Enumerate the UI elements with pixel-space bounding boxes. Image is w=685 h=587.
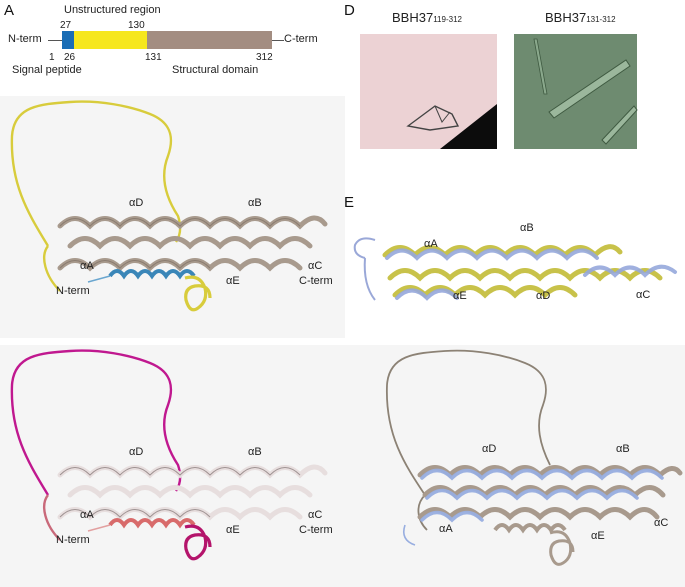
label-b-nterm: N-term — [56, 285, 90, 297]
label-c-aE: αE — [226, 524, 240, 536]
label-c-cterm: C-term — [299, 524, 333, 536]
label-b-aE: αE — [226, 275, 240, 287]
c-term-label: C-term — [284, 33, 318, 45]
residue-1: 1 — [49, 52, 55, 63]
label-c-aC: αC — [308, 509, 323, 521]
residue-130: 130 — [128, 20, 145, 31]
label-c-aB: αB — [248, 446, 262, 458]
label-f-aD: αD — [482, 443, 497, 455]
label-b-aB: αB — [248, 197, 262, 209]
signal-peptide-label: Signal peptide — [12, 64, 82, 76]
label-e-aE: αE — [453, 290, 467, 302]
crystal-right-range: 131-312 — [586, 15, 616, 24]
region-label: Unstructured region — [64, 4, 161, 16]
residue-27: 27 — [60, 20, 72, 31]
crystal-left-range: 119-312 — [433, 15, 462, 24]
crystal-right-name: BBH37 — [545, 10, 587, 25]
residue-131: 131 — [145, 52, 162, 63]
crystal-photo-left — [360, 34, 497, 149]
label-e-aD: αD — [536, 290, 551, 302]
panel-e-structure — [353, 237, 677, 301]
label-b-aA: αA — [80, 260, 94, 272]
line-right — [272, 40, 284, 41]
label-c-nterm: N-term — [56, 534, 90, 546]
unstructured-segment — [74, 31, 147, 49]
panel-f-background — [345, 345, 685, 587]
panel-f-structure — [386, 349, 683, 566]
label-b-cterm: C-term — [299, 275, 333, 287]
label-f-aC: αC — [654, 517, 669, 529]
panel-d-letter: D — [344, 2, 355, 19]
label-e-aA: αA — [424, 238, 438, 250]
crystal-photo-right — [514, 34, 638, 149]
label-f-aB: αB — [616, 443, 630, 455]
label-e-aB: αB — [520, 222, 534, 234]
line-left — [48, 40, 63, 41]
structural-domain-label: Structural domain — [172, 64, 259, 76]
label-f-aE: αE — [591, 530, 605, 542]
label-c-aA: αA — [80, 509, 94, 521]
structural-segment — [147, 31, 272, 49]
label-e-aC: αC — [636, 289, 651, 301]
signal-peptide-segment — [62, 31, 74, 49]
residue-312: 312 — [256, 52, 273, 63]
n-term-label: N-term — [8, 33, 42, 45]
panel-c-structure — [10, 349, 328, 561]
residue-26: 26 — [64, 52, 76, 63]
panel-a-letter: A — [4, 2, 15, 19]
crystal-left-name: BBH37 — [392, 10, 434, 25]
panel-b-structure — [10, 100, 328, 312]
label-c-aD: αD — [129, 446, 144, 458]
crystal-left-title: BBH37119-312 — [392, 10, 462, 25]
label-f-aA: αA — [439, 523, 453, 535]
panel-e-letter: E — [344, 194, 355, 211]
label-b-aC: αC — [308, 260, 323, 272]
label-b-aD: αD — [129, 197, 144, 209]
crystal-right-title: BBH37131-312 — [545, 10, 616, 25]
